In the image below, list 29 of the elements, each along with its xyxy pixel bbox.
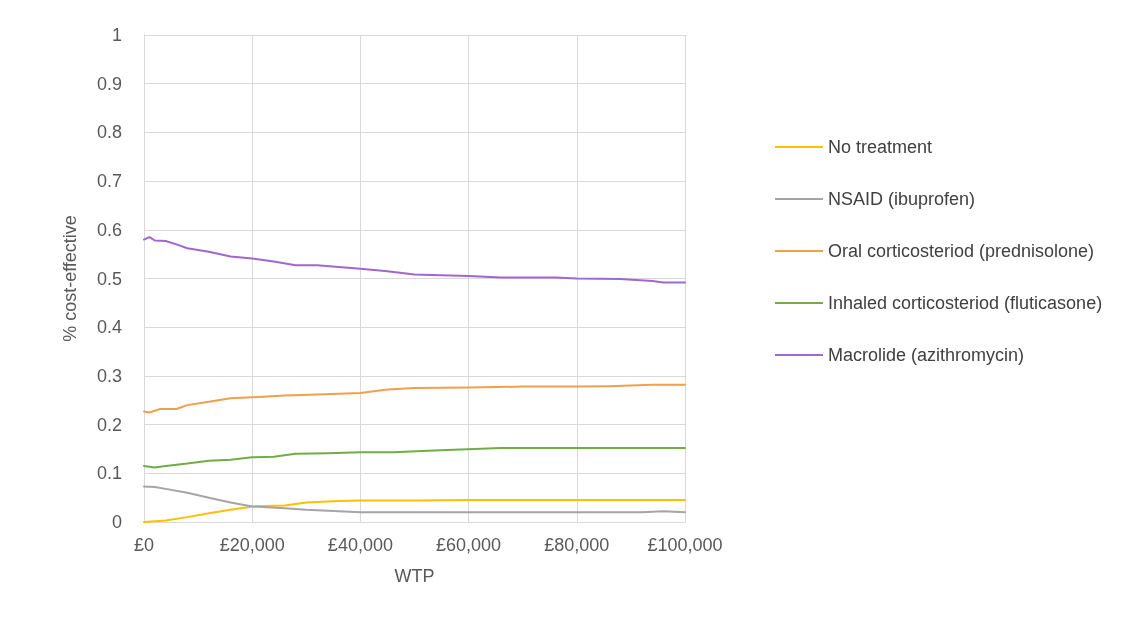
x-tick-label: £60,000 xyxy=(436,535,502,555)
y-tick-label: 0.1 xyxy=(96,463,122,484)
y-tick-label: 0.5 xyxy=(96,268,122,289)
line-series xyxy=(143,446,686,469)
y-tick-label: 0.2 xyxy=(96,414,122,435)
x-tick-label: £80,000 xyxy=(544,535,610,555)
y-tick-label: 0.9 xyxy=(96,73,122,94)
y-tick-label: 0.3 xyxy=(96,365,122,386)
line-series xyxy=(143,236,686,284)
line-series xyxy=(143,499,686,523)
y-tick-label: 0.7 xyxy=(96,171,122,192)
y-tick-label: 0 xyxy=(111,512,122,532)
legend-label: No treatment xyxy=(828,137,933,157)
legend-label: Macrolide (azithromycin) xyxy=(828,345,1025,365)
x-tick-label: £20,000 xyxy=(219,535,285,555)
legend-label: Inhaled corticosteriod (fluticasone) xyxy=(828,293,1103,313)
legend-label: NSAID (ibuprofen) xyxy=(828,189,976,209)
line-series xyxy=(143,485,686,514)
x-tick-label: £100,000 xyxy=(647,535,723,555)
y-tick-label: 0.4 xyxy=(96,317,122,338)
y-tick-label: 1 xyxy=(111,25,122,45)
y-tick-label: 0.6 xyxy=(96,219,122,240)
x-axis-title: WTP xyxy=(394,566,435,586)
y-tick-label: 0.8 xyxy=(96,122,122,143)
x-tick-label: £0 xyxy=(133,535,155,555)
x-tick-label: £40,000 xyxy=(327,535,393,555)
legend-label: Oral corticosteriod (prednisolone) xyxy=(828,241,1095,261)
y-axis-title: % cost-effective xyxy=(60,215,80,342)
line-series xyxy=(143,383,686,414)
